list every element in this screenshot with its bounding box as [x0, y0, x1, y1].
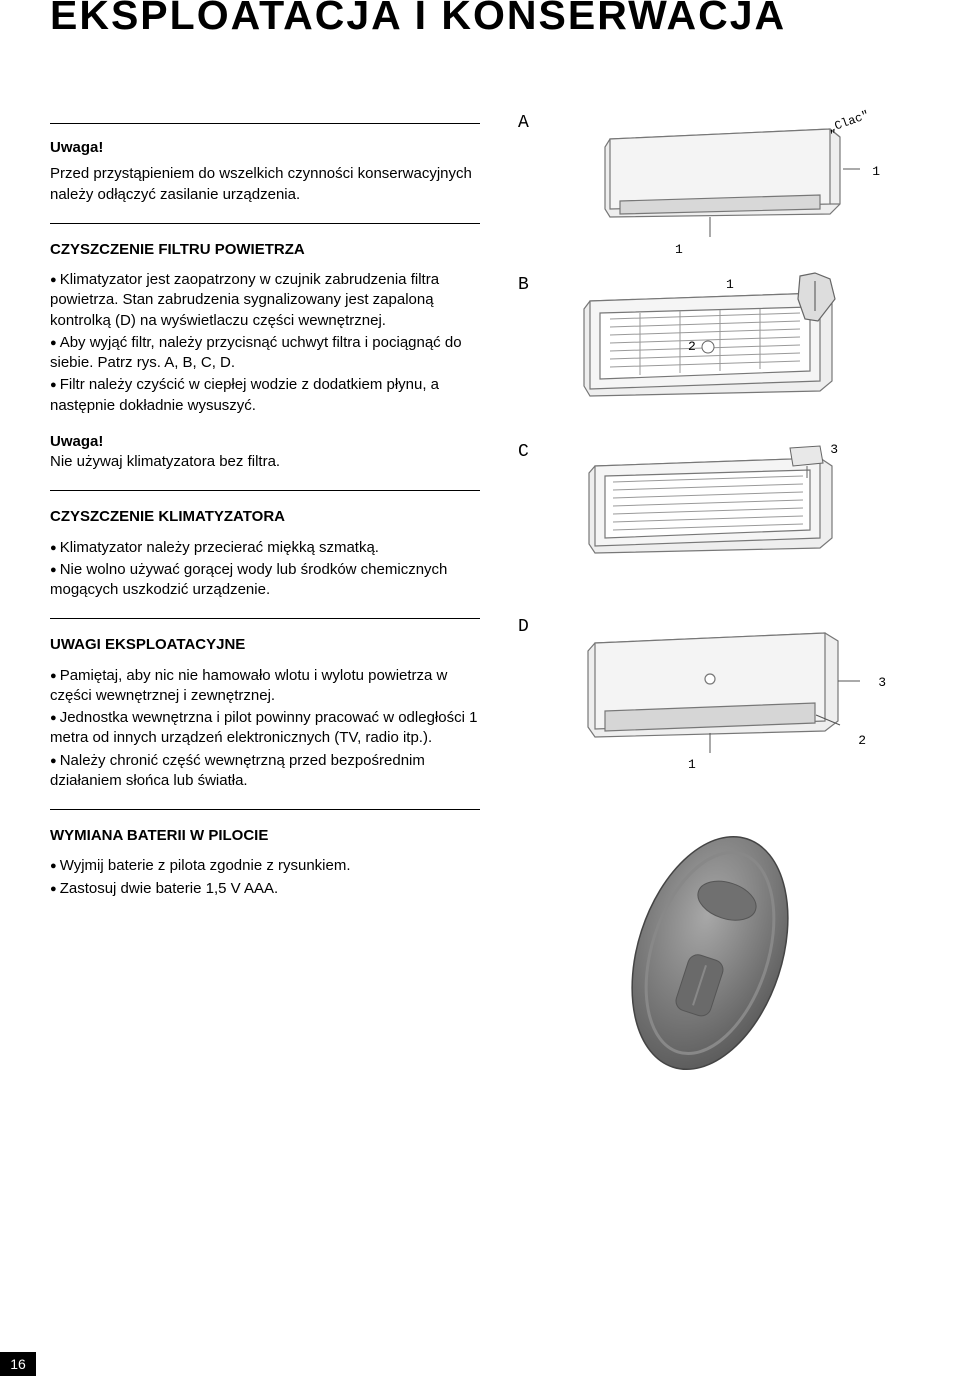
ac-unit-filter-remove-icon	[545, 438, 875, 578]
diagram-number: 1	[872, 164, 880, 179]
attention-label: Uwaga!	[50, 432, 480, 452]
filter-bullet: Filtr należy czyścić w ciepłej wodzie z …	[50, 375, 480, 416]
cleaning-bullet: Klimatyzator należy przecierać miękką sz…	[50, 538, 480, 558]
battery-heading: WYMIANA BATERII W PILOCIE	[50, 826, 480, 846]
diagram-remote	[510, 818, 910, 1098]
diagram-a: A „Clac" 1 1	[510, 109, 910, 259]
diagram-label: D	[518, 617, 529, 637]
filter-bullet: Klimatyzator jest zaopatrzony w czujnik …	[50, 270, 480, 331]
battery-bullet: Wyjmij baterie z pilota zgodnie z rysunk…	[50, 856, 480, 876]
diagram-number: 2	[858, 733, 866, 748]
ops-bullet: Jednostka wewnętrzna i pilot powinny pra…	[50, 708, 480, 749]
diagram-number: 3	[878, 675, 886, 690]
ops-heading: UWAGI EKSPLOATACYJNE	[50, 635, 480, 655]
attention-text: Nie używaj klimatyzatora bez filtra.	[50, 452, 480, 472]
ac-unit-closed-numbers-icon	[540, 613, 880, 773]
diagram-number: 1	[675, 242, 683, 257]
diagram-number: 2	[688, 339, 696, 354]
battery-bullet: Zastosuj dwie baterie 1,5 V AAA.	[50, 879, 480, 899]
cleaning-bullet: Nie wolno używać gorącej wody lub środkó…	[50, 560, 480, 601]
attention-label: Uwaga!	[50, 138, 480, 158]
diagram-number: 3	[830, 442, 838, 457]
divider	[50, 123, 480, 124]
ac-unit-closed-icon	[550, 109, 870, 249]
page-number: 16	[0, 1352, 36, 1376]
divider	[50, 809, 480, 810]
text-column: Uwaga! Przed przystąpieniem do wszelkich…	[50, 109, 480, 1110]
diagram-d: D 1 2 3	[510, 613, 910, 778]
diagram-label: C	[518, 442, 529, 462]
ops-bullet: Należy chronić część wewnętrzną przed be…	[50, 751, 480, 792]
diagram-number: 1	[726, 277, 734, 292]
diagram-c: C 3	[510, 438, 910, 583]
remote-control-icon	[560, 818, 860, 1088]
ops-bullet: Pamiętaj, aby nic nie hamowało wlotu i w…	[50, 666, 480, 707]
page-title: EKSPLOATACJA I KONSERWACJA	[50, 0, 910, 39]
diagram-b: B	[510, 271, 910, 426]
diagram-column: A „Clac" 1 1 B	[510, 109, 910, 1110]
divider	[50, 618, 480, 619]
diagram-number: 1	[688, 757, 696, 772]
divider	[50, 223, 480, 224]
attention-text: Przed przystąpieniem do wszelkich czynno…	[50, 164, 480, 205]
cleaning-heading: CZYSZCZENIE KLIMATYZATORA	[50, 507, 480, 527]
filter-heading: CZYSZCZENIE FILTRU POWIETRZA	[50, 240, 480, 260]
diagram-label: A	[518, 113, 529, 133]
filter-bullet: Aby wyjąć filtr, należy przycisnąć uchwy…	[50, 333, 480, 374]
diagram-label: B	[518, 275, 529, 295]
ac-unit-filter-open-icon	[540, 271, 880, 421]
divider	[50, 490, 480, 491]
